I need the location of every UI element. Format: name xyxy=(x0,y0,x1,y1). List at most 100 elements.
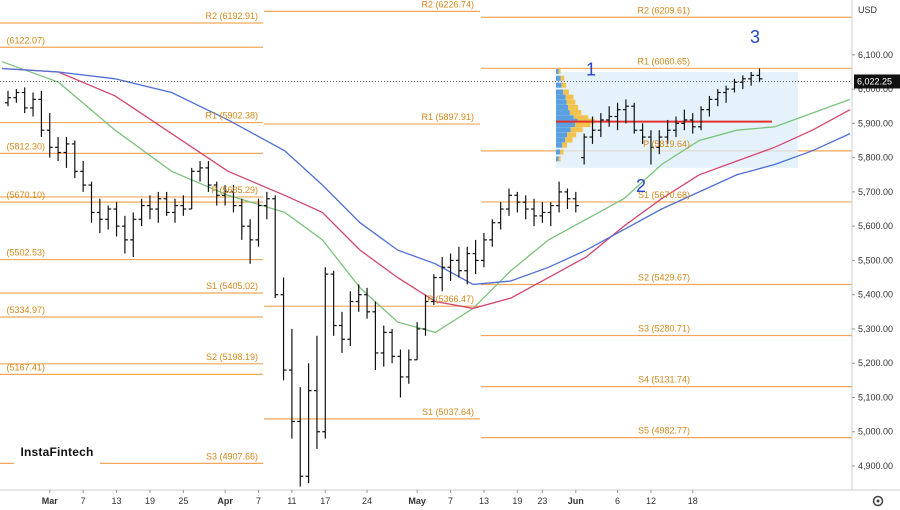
ohlc-bar[interactable] xyxy=(163,191,170,216)
ohlc-bar[interactable] xyxy=(155,191,162,223)
ohlc-bar[interactable] xyxy=(681,109,688,131)
ohlc-bar[interactable] xyxy=(297,387,304,487)
ohlc-bar[interactable] xyxy=(731,78,738,93)
ohlc-bar[interactable] xyxy=(572,191,579,213)
ohlc-bar[interactable] xyxy=(80,161,87,192)
ohlc-bar[interactable] xyxy=(30,92,37,117)
ohlc-bar[interactable] xyxy=(514,191,521,213)
ohlc-bar[interactable] xyxy=(455,246,462,278)
ohlc-bar[interactable] xyxy=(146,195,153,220)
ohlc-bar[interactable] xyxy=(472,239,479,275)
ohlc-bar[interactable] xyxy=(531,198,538,227)
ohlc-bar[interactable] xyxy=(255,198,262,247)
ohlc-bar[interactable] xyxy=(647,130,654,165)
ohlc-bar[interactable] xyxy=(614,102,621,131)
ohlc-bar[interactable] xyxy=(46,113,53,158)
ohlc-bar[interactable] xyxy=(71,140,78,179)
ohlc-bar[interactable] xyxy=(606,106,613,127)
ohlc-bar[interactable] xyxy=(539,202,546,223)
ohlc-bar[interactable] xyxy=(222,185,229,206)
ohlc-bar[interactable] xyxy=(5,90,11,107)
ohlc-bar[interactable] xyxy=(38,90,45,138)
ohlc-bar[interactable] xyxy=(188,167,195,210)
ohlc-bar[interactable] xyxy=(96,198,103,234)
ohlc-bar[interactable] xyxy=(263,191,270,220)
ohlc-bar[interactable] xyxy=(138,198,145,227)
ohlc-bar[interactable] xyxy=(213,181,220,206)
y-tick-label: 5,100.00 xyxy=(858,392,893,402)
ohlc-bar[interactable] xyxy=(414,322,421,361)
ohlc-bar[interactable] xyxy=(172,198,178,223)
ohlc-bar[interactable] xyxy=(564,188,571,210)
ohlc-bar[interactable] xyxy=(739,75,746,90)
ohlc-bar[interactable] xyxy=(105,205,112,230)
ohlc-bar[interactable] xyxy=(322,267,329,439)
ohlc-bar[interactable] xyxy=(63,137,70,168)
ohlc-bar[interactable] xyxy=(489,219,496,247)
y-tick-label: 6,000.00 xyxy=(858,84,893,94)
ohlc-bar[interactable] xyxy=(439,256,446,292)
volume-profile xyxy=(556,68,798,168)
ohlc-bar[interactable] xyxy=(689,113,696,134)
ohlc-bar[interactable] xyxy=(247,219,254,264)
ohlc-bar[interactable] xyxy=(480,233,487,268)
ohlc-bar[interactable] xyxy=(364,287,371,319)
ohlc-bar[interactable] xyxy=(497,202,504,230)
ohlc-bar[interactable] xyxy=(205,161,212,192)
ohlc-bar[interactable] xyxy=(355,284,362,312)
ohlc-bar[interactable] xyxy=(547,202,554,227)
ohlc-bar[interactable] xyxy=(631,102,638,134)
x-tick-label: 24 xyxy=(362,496,372,506)
ohlc-bar[interactable] xyxy=(389,328,396,364)
ohlc-bar[interactable] xyxy=(639,123,646,144)
ohlc-bar[interactable] xyxy=(522,195,529,220)
ohlc-bar[interactable] xyxy=(272,195,279,299)
settings-gear-icon[interactable] xyxy=(872,495,884,507)
ohlc-bar[interactable] xyxy=(313,335,320,449)
ohlc-bar[interactable] xyxy=(714,89,721,107)
ohlc-bar[interactable] xyxy=(756,68,763,83)
ohlc-bar[interactable] xyxy=(288,328,295,439)
ohlc-bar[interactable] xyxy=(305,363,312,484)
ohlc-bar[interactable] xyxy=(197,161,204,182)
ohlc-bar[interactable] xyxy=(723,85,730,103)
ohlc-bar[interactable] xyxy=(21,87,28,114)
ohlc-bar[interactable] xyxy=(180,195,187,216)
ohlc-bar[interactable] xyxy=(430,274,437,305)
ohlc-bar[interactable] xyxy=(347,291,354,347)
ohlc-bar[interactable] xyxy=(589,116,596,144)
ohlc-bar[interactable] xyxy=(673,116,679,138)
ohlc-bar[interactable] xyxy=(656,130,663,155)
profile-bar-blue xyxy=(556,94,566,100)
ohlc-bar[interactable] xyxy=(397,349,404,398)
ohlc-bar[interactable] xyxy=(372,301,379,371)
profile-bar-blue xyxy=(556,110,570,116)
ohlc-bar[interactable] xyxy=(622,99,629,124)
ohlc-bar[interactable] xyxy=(238,198,245,240)
ohlc-bar[interactable] xyxy=(339,311,345,353)
ohlc-bar[interactable] xyxy=(447,253,454,281)
ohlc-bar[interactable] xyxy=(706,95,713,117)
ohlc-bar[interactable] xyxy=(422,294,429,336)
ohlc-bar[interactable] xyxy=(464,246,471,285)
ohlc-bar[interactable] xyxy=(55,137,62,162)
ohlc-bar[interactable] xyxy=(597,113,604,138)
ohlc-bar[interactable] xyxy=(748,71,755,86)
ohlc-bar[interactable] xyxy=(280,277,287,381)
ohlc-bar[interactable] xyxy=(664,119,671,144)
ohlc-bar[interactable] xyxy=(88,181,95,223)
ohlc-bar[interactable] xyxy=(113,202,120,237)
ohlc-bar[interactable] xyxy=(506,188,512,216)
ohlc-bar[interactable] xyxy=(581,133,588,165)
ohlc-bar[interactable] xyxy=(380,325,387,367)
ohlc-bar[interactable] xyxy=(556,181,563,213)
ohlc-bar[interactable] xyxy=(330,270,337,336)
ohlc-bar[interactable] xyxy=(230,185,237,213)
currency-label[interactable]: USD xyxy=(858,5,878,15)
ohlc-bar[interactable] xyxy=(121,215,128,254)
ohlc-bar[interactable] xyxy=(13,89,20,103)
ohlc-bar[interactable] xyxy=(698,106,705,131)
ohlc-bar[interactable] xyxy=(405,349,412,384)
ohlc-bar[interactable] xyxy=(130,212,137,257)
